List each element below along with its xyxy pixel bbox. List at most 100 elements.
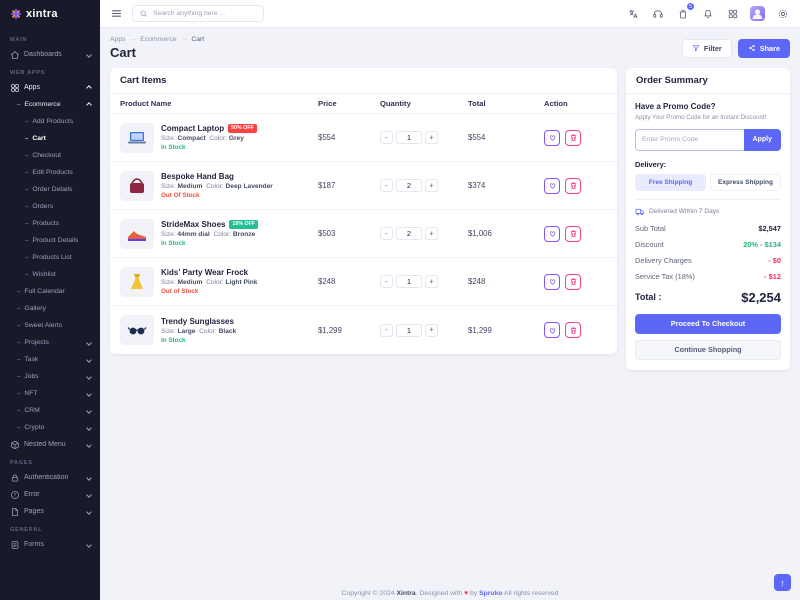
sidebar-item-label: Sweet Alerts [24, 322, 63, 329]
qty-minus-button[interactable]: - [380, 227, 393, 240]
qty-minus-button[interactable]: - [380, 275, 393, 288]
proceed-to-checkout-button[interactable]: Proceed To Checkout [635, 313, 781, 334]
cart-items-card: Cart Items Product Name Price Quantity T… [110, 68, 617, 354]
chevron-down-icon [86, 491, 92, 498]
sidebar-item-crm[interactable]: CRM [0, 402, 100, 419]
product-name[interactable]: Compact Laptop [161, 124, 225, 133]
tab-free-shipping[interactable]: Free Shipping [635, 173, 706, 191]
breadcrumb-apps[interactable]: Apps [110, 36, 126, 43]
size-label: Size: [161, 279, 176, 286]
chevron-up-icon [86, 84, 92, 91]
sidebar-item-full-calendar[interactable]: Full Calendar [0, 283, 100, 300]
sidebar-item-ecommerce[interactable]: Ecommerce [0, 96, 100, 113]
qty-input[interactable] [396, 227, 422, 240]
delete-button[interactable] [565, 273, 581, 290]
breadcrumb-ecommerce[interactable]: Ecommerce [140, 36, 177, 43]
sidebar-item-wishlist[interactable]: Wishlist [0, 266, 100, 283]
wishlist-button[interactable] [544, 225, 560, 242]
sidebar-item-nft[interactable]: NFT [0, 385, 100, 402]
apply-promo-button[interactable]: Apply [743, 128, 781, 151]
sidebar-item-checkout[interactable]: Checkout [0, 147, 100, 164]
sidebar-item-authentication[interactable]: Authentication [0, 469, 100, 486]
sidebar-item-label: Checkout [32, 152, 62, 159]
product-name[interactable]: Kids' Party Wear Frock [161, 268, 249, 277]
sidebar-item-order-details[interactable]: Order Details [0, 181, 100, 198]
qty-minus-button[interactable]: - [380, 323, 393, 337]
sidebar-item-label: Products List [32, 254, 72, 261]
gear-icon[interactable] [775, 6, 790, 21]
wishlist-button[interactable] [544, 322, 560, 338]
sidebar-item-nested-menu[interactable]: Nested Menu [0, 436, 100, 453]
sidebar-item-forms[interactable]: Forms [0, 536, 100, 553]
promo-code-input[interactable] [635, 128, 744, 151]
table-row: Kids' Party Wear Frock Size: Medium Colo… [110, 258, 617, 306]
qty-minus-button[interactable]: - [380, 131, 393, 144]
sidebar-item-cart[interactable]: Cart [0, 130, 100, 147]
delete-button[interactable] [565, 129, 581, 146]
bell-icon[interactable] [700, 6, 715, 21]
sidebar-item-gallery[interactable]: Gallery [0, 300, 100, 317]
sidebar-item-dashboards[interactable]: Dashboards [0, 46, 100, 63]
delete-button[interactable] [565, 177, 581, 194]
delete-button[interactable] [565, 322, 581, 338]
wishlist-button[interactable] [544, 177, 560, 194]
cart-count-badge: 5 [687, 3, 694, 10]
qty-plus-button[interactable]: + [425, 131, 438, 144]
sidebar-item-add-products[interactable]: Add Products [0, 113, 100, 130]
search-input[interactable] [153, 10, 257, 17]
wishlist-button[interactable] [544, 129, 560, 146]
sidebar-item-pages[interactable]: Pages [0, 503, 100, 520]
qty-plus-button[interactable]: + [425, 323, 438, 337]
headset-icon[interactable] [650, 6, 665, 21]
qty-minus-button[interactable]: - [380, 179, 393, 192]
color-label: Color: [206, 183, 224, 190]
qty-input[interactable] [396, 275, 422, 288]
sidebar-item-crypto[interactable]: Crypto [0, 419, 100, 436]
sidebar-item-task[interactable]: Task [0, 351, 100, 368]
color-value: Grey [228, 135, 244, 142]
stock-status: In Stock [161, 336, 186, 344]
qty-input[interactable] [396, 179, 422, 192]
sidebar-item-label: Orders [32, 203, 54, 210]
qty-plus-button[interactable]: + [425, 179, 438, 192]
translate-icon[interactable] [625, 6, 640, 21]
sidebar-item-sweet-alerts[interactable]: Sweet Alerts [0, 317, 100, 334]
color-value: Black [218, 327, 237, 335]
price-value: $187 [318, 181, 336, 190]
qty-plus-button[interactable]: + [425, 227, 438, 240]
footer-spruko-link[interactable]: Spruko [479, 590, 503, 597]
cart-icon[interactable]: 5 [675, 3, 694, 21]
footer-brand[interactable]: Xintra [396, 590, 416, 597]
brand-logo[interactable]: xintra [0, 0, 100, 28]
delete-button[interactable] [565, 225, 581, 242]
sidebar-item-jobs[interactable]: Jobs [0, 368, 100, 385]
sidebar-item-product-details[interactable]: Product Details [0, 232, 100, 249]
share-button-label: Share [759, 43, 780, 53]
continue-shopping-button[interactable]: Continue Shopping [635, 339, 781, 360]
sidebar-item-label: Dashboards [24, 51, 62, 58]
user-avatar[interactable] [750, 6, 765, 21]
filter-button[interactable]: Filter [681, 38, 732, 58]
sidebar-item-label: Apps [24, 84, 40, 91]
wishlist-button[interactable] [544, 273, 560, 290]
product-name[interactable]: Bespoke Hand Bag [161, 172, 234, 181]
hamburger-menu-icon[interactable] [110, 7, 123, 20]
product-name[interactable]: StrideMax Shoes [161, 220, 226, 229]
sidebar-item-orders[interactable]: Orders [0, 198, 100, 215]
sidebar-item-apps[interactable]: Apps [0, 79, 100, 96]
tab-express-shipping[interactable]: Express Shipping [710, 173, 781, 191]
sidebar-item-products[interactable]: Products [0, 215, 100, 232]
product-name[interactable]: Trendy Sunglasses [161, 316, 234, 326]
sidebar-item-products-list[interactable]: Products List [0, 249, 100, 266]
qty-input[interactable] [396, 323, 422, 337]
sidebar-item-edit-products[interactable]: Edit Products [0, 164, 100, 181]
sidebar-item-projects[interactable]: Projects [0, 334, 100, 351]
main-area: 5 Apps → Ecommerce → Cart Cart [100, 0, 800, 600]
sidebar-item-error[interactable]: Error [0, 486, 100, 503]
qty-plus-button[interactable]: + [425, 275, 438, 288]
scroll-to-top-button[interactable]: ↑ [774, 574, 791, 591]
qty-input[interactable] [396, 131, 422, 144]
sidebar-item-label: CRM [24, 407, 40, 414]
grid-icon[interactable] [725, 6, 740, 21]
share-button[interactable]: Share [737, 38, 790, 58]
